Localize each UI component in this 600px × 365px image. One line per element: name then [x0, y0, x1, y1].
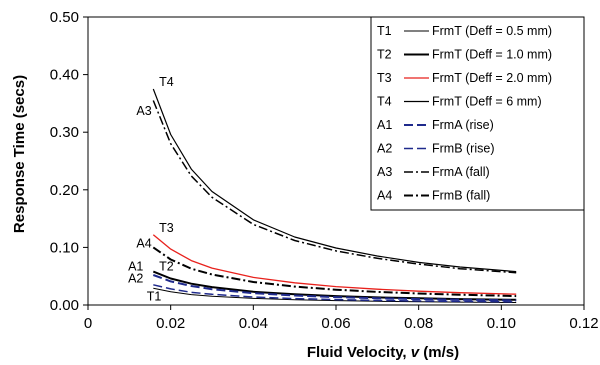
curve-label-t2: T2: [159, 259, 174, 273]
plot-area: 0 0.02 0.04 0.06 0.08 0.10 0.12 0.00 0.10 0.20 0.3…: [50, 9, 599, 332]
curve-label-a4: A4: [136, 236, 151, 250]
series-line-a3: [152, 100, 517, 274]
x-tick-label: 0: [84, 315, 92, 332]
legend-label: FrmT (Deff = 0.5 mm): [432, 24, 552, 38]
legend-label: FrmA (rise): [432, 118, 494, 132]
legend-label: FrmT (Deff = 1.0 mm): [432, 48, 552, 62]
legend-item-a2: A2 FrmB (rise): [377, 142, 495, 156]
legend-label: FrmB (rise): [432, 142, 495, 156]
legend-item-t3: T3 FrmT (Deff = 2.0 mm): [377, 71, 552, 85]
curve-label-a2: A2: [128, 272, 143, 286]
curve-label-t4: T4: [159, 75, 174, 89]
curve-label-a1: A1: [128, 259, 143, 273]
series-line-a4: [152, 246, 517, 298]
x-tick-label: 0.06: [321, 315, 350, 332]
legend-item-t2: T2 FrmT (Deff = 1.0 mm): [377, 48, 552, 62]
legend-label: FrmA (fall): [432, 165, 490, 179]
y-tick-label: 0.20: [50, 182, 79, 199]
legend-key: A2: [377, 142, 392, 156]
series-line-t4: [152, 88, 517, 273]
legend-item-a3: A3 FrmA (fall): [377, 165, 490, 179]
y-tick-label: 0.50: [50, 9, 79, 26]
x-axis-title-variable: v: [411, 344, 421, 361]
legend: T1 FrmT (Deff = 0.5 mm) T2 FrmT (Deff = 1.0…: [370, 16, 585, 211]
legend-item-t4: T4 FrmT (Deff = 6 mm): [377, 95, 542, 109]
legend-key: T3: [377, 71, 392, 85]
y-tick-label: 0.00: [50, 297, 79, 314]
x-tick-label: 0.08: [404, 315, 433, 332]
x-tick-label: 0.04: [239, 315, 268, 332]
y-tick-label: 0.40: [50, 67, 79, 84]
y-axis-title-group: Response Time (secs): [11, 75, 28, 233]
y-tick-label: 0.30: [50, 124, 79, 141]
legend-label: FrmT (Deff = 2.0 mm): [432, 71, 552, 85]
legend-item-a4: A4 FrmB (fall): [377, 189, 490, 203]
legend-key: T4: [377, 95, 392, 109]
legend-key: T2: [377, 48, 392, 62]
legend-item-a1: A1 FrmA (rise): [377, 118, 494, 132]
x-axis-title-main: Fluid Velocity,: [307, 344, 411, 361]
y-axis-title: Response Time (secs): [11, 75, 28, 233]
legend-key: A1: [377, 118, 392, 132]
x-tick-label: 0.12: [569, 315, 598, 332]
x-axis-title: Fluid Velocity, v (m/s): [307, 344, 459, 361]
series-line-a2: [153, 284, 517, 303]
series-line-t3: [152, 234, 517, 295]
legend-box: [370, 16, 585, 211]
x-axis-title-unit: (m/s): [419, 344, 459, 361]
legend-item-t1: T1 FrmT (Deff = 0.5 mm): [377, 24, 552, 38]
x-tick-label: 0.10: [487, 315, 516, 332]
legend-key: A3: [377, 165, 392, 179]
x-tick-label: 0.02: [156, 315, 185, 332]
curve-label-t3: T3: [159, 221, 174, 235]
legend-label: FrmB (fall): [432, 189, 490, 203]
legend-key: T1: [377, 24, 392, 38]
curve-label-t1: T1: [147, 289, 162, 303]
legend-label: FrmT (Deff = 6 mm): [432, 95, 542, 109]
curve-label-a3: A3: [136, 104, 151, 118]
series-line-a1: [152, 274, 517, 302]
legend-key: A4: [377, 189, 392, 203]
y-tick-label: 0.10: [50, 239, 79, 256]
